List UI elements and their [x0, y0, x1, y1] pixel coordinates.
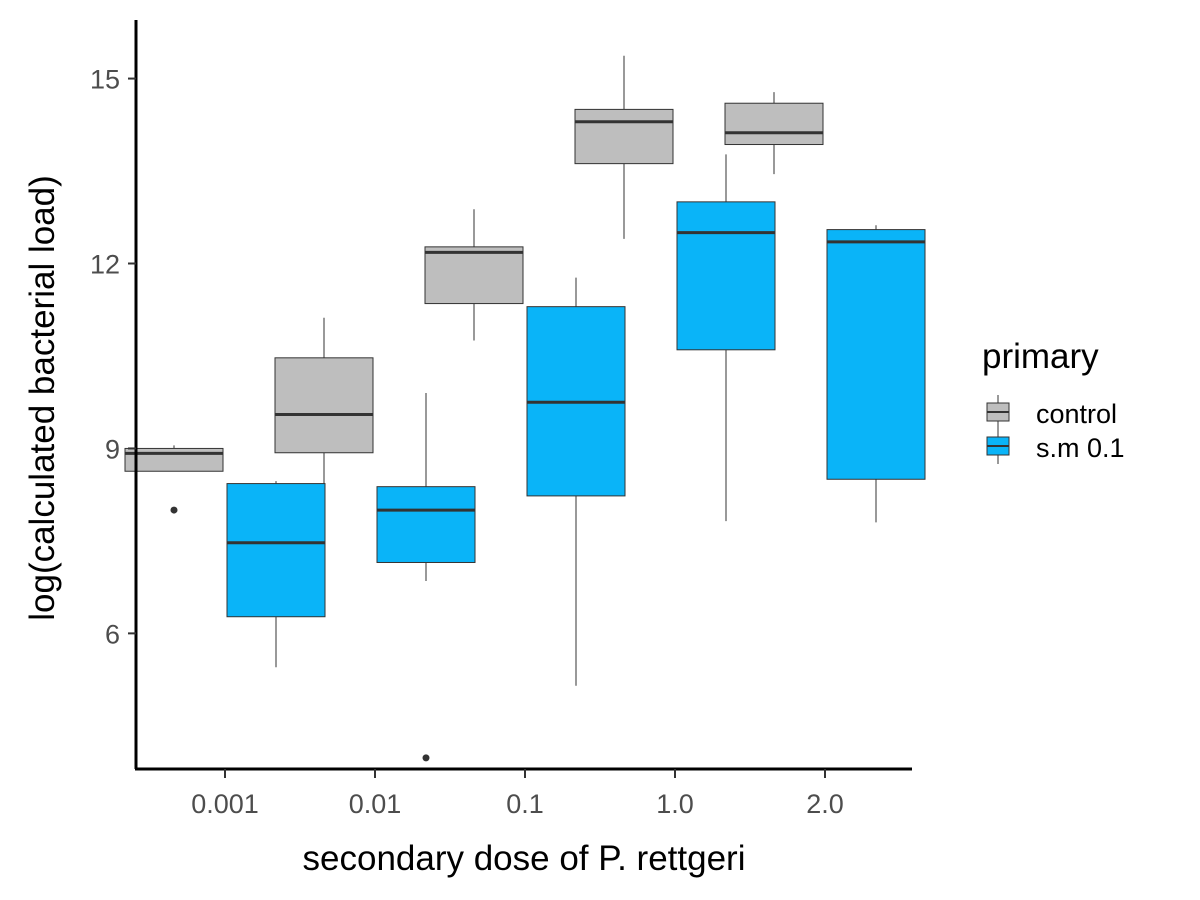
box-control-1.0: [574, 55, 674, 239]
x-tick-label: 0.01: [349, 789, 402, 819]
legend: primary control s.m 0.1: [982, 337, 1125, 464]
box-body: [826, 229, 926, 480]
legend-label: s.m 0.1: [1036, 433, 1125, 463]
box-s-m-0-1-0.01: [376, 392, 476, 762]
box-s-m-0-1-0.1: [526, 277, 626, 686]
x-tick-label: 0.001: [191, 789, 259, 819]
x-tick-label: 2.0: [806, 789, 844, 819]
box-body: [424, 246, 524, 305]
legend-item: s.m 0.1: [986, 429, 1125, 464]
box-body: [226, 483, 326, 618]
legend-label: control: [1036, 399, 1117, 429]
y-tick-label: 9: [105, 434, 120, 464]
legend-title: primary: [982, 337, 1099, 376]
y-tick-label: 6: [105, 619, 120, 649]
x-tick-label: 1.0: [656, 789, 694, 819]
box-control-0.01: [274, 317, 374, 578]
box-body: [724, 102, 824, 146]
legend-items: control s.m 0.1: [986, 395, 1125, 464]
y-tick-label: 12: [90, 250, 120, 280]
boxes-layer: [124, 55, 926, 762]
outlier-point: [422, 754, 430, 762]
y-tick-label: 15: [90, 65, 120, 95]
legend-item: control: [986, 395, 1117, 430]
box-control-2.0: [724, 92, 824, 175]
box-control-0.001: [124, 445, 224, 514]
box-s-m-0-1-2.0: [826, 225, 926, 523]
box-body: [676, 201, 776, 351]
box-body: [274, 357, 374, 454]
y-axis-title: log(calculated bacterial load): [23, 175, 62, 621]
box-body: [574, 108, 674, 165]
box-body: [376, 486, 476, 563]
x-tick-label: 0.1: [506, 789, 544, 819]
box-s-m-0-1-1.0: [676, 154, 776, 522]
x-axis-title: secondary dose of P. rettgeri: [303, 839, 746, 878]
box-control-0.1: [424, 209, 524, 341]
ticks-layer: 6 9 12 15 0.001 0.01 0.1 1.0 2.0: [90, 65, 844, 819]
box-body: [124, 447, 224, 472]
box-s-m-0-1-0.001: [226, 481, 326, 668]
outlier-point: [170, 506, 178, 514]
